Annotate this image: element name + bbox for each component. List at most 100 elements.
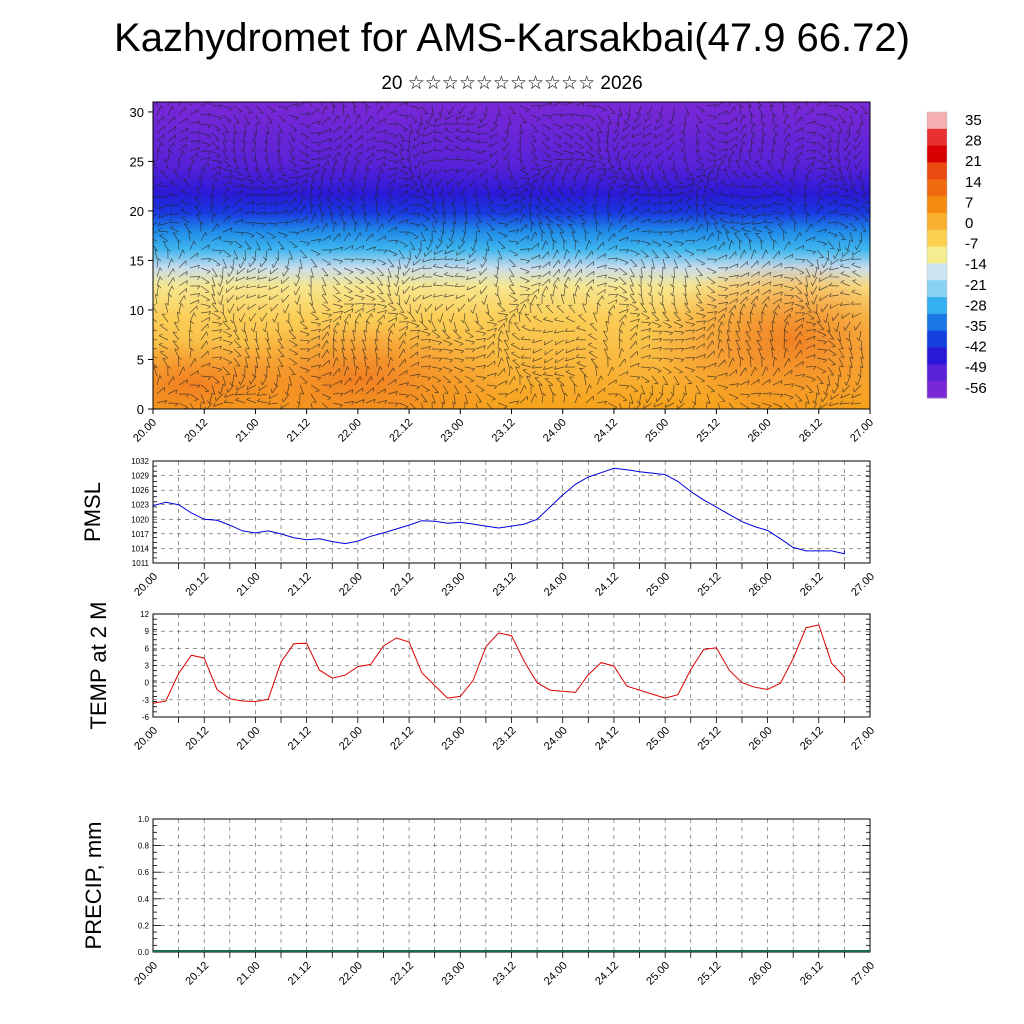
x-tick-label: 23.00 [439, 960, 467, 988]
y-tick-label: 5 [137, 352, 144, 367]
colorbar-label: 35 [965, 112, 982, 129]
x-tick-label: 25.00 [644, 571, 672, 599]
wind-barbs [153, 102, 870, 409]
y-tick-label: 12 [140, 610, 149, 619]
y-axis-title: TEMP at 2 M [86, 602, 111, 730]
colorbar-swatch [927, 313, 947, 332]
x-tick-label: 26.00 [747, 571, 775, 599]
y-tick-label: 1.0 [138, 815, 150, 824]
x-tick-label: 26.00 [747, 960, 775, 988]
x-tick-label: 21.12 [285, 417, 313, 445]
y-tick-label: 10 [130, 303, 144, 318]
y-tick-label: 1032 [131, 457, 149, 466]
colorbar-label: 14 [965, 174, 982, 191]
colorbar-swatch [927, 179, 947, 197]
y-tick-label: -6 [142, 713, 150, 722]
x-tick-label: 24.00 [542, 571, 570, 599]
page-title: Kazhydromet for AMS-Karsakbai(47.9 66.72… [114, 16, 910, 60]
x-tick-label: 25.12 [696, 960, 724, 988]
x-tick-label: 22.00 [337, 571, 365, 599]
x-tick-label: 21.00 [235, 960, 263, 988]
colorbar-label: -56 [965, 380, 987, 397]
x-tick-label: 24.12 [593, 571, 621, 599]
colorbar-swatch [927, 196, 947, 214]
x-tick-label: 20.12 [183, 571, 211, 599]
axis-ticks [153, 818, 870, 958]
y-tick-label: 1011 [132, 559, 150, 568]
colorbar: 35 28 21 14 7 0 -7 -14 -21 -28 -35 -42 -49 -56 [926, 111, 987, 399]
warm-anomaly [650, 260, 870, 409]
x-tick-label: 22.12 [387, 417, 415, 445]
x-tick-label: 21.00 [235, 571, 263, 599]
cross-section-panel: 0 5 10 15 20 25 30 20.00 20.12 21.00 21.12 22.00 22.… [130, 101, 876, 445]
x-tick-label: 26.12 [798, 725, 826, 753]
x-tick-label: 27.00 [849, 571, 877, 599]
x-tick-label: 25.12 [695, 417, 723, 445]
x-tick-label: 23.00 [438, 417, 466, 445]
colorbar-swatch [927, 381, 947, 399]
x-tick-label: 24.00 [542, 725, 570, 753]
series-line [152, 467, 845, 555]
x-tick-label: 20.00 [132, 571, 160, 599]
colorbar-label: 7 [965, 194, 973, 211]
x-tick-label: 23.00 [439, 571, 467, 599]
x-tick-label: 25.12 [696, 725, 724, 753]
colorbar-label: -28 [965, 297, 987, 314]
colorbar-swatch [927, 212, 947, 231]
grid-lines [153, 819, 870, 952]
x-tick-label: 21.12 [286, 571, 314, 599]
y-tick-label: 6 [145, 644, 150, 653]
colorbar-swatch [927, 145, 947, 163]
y-tick-label: 0.2 [138, 921, 150, 930]
series-line [152, 624, 845, 704]
y-tick-label: 15 [130, 253, 144, 268]
colorbar-label: -7 [965, 236, 978, 253]
precip-panel: 0.0 0.2 0.4 0.6 0.8 1.0 20.00 20.12 21.00 21.12 22… [81, 815, 877, 988]
x-tick-label: 23.12 [490, 417, 518, 445]
colorbar-swatch [927, 297, 947, 315]
x-tick-label: 20.12 [183, 725, 211, 753]
colorbar-swatch [927, 162, 947, 180]
page-subtitle: 20 ☆☆☆☆☆☆☆☆☆☆☆ 2026 [381, 73, 643, 94]
x-tick-label: 22.12 [388, 960, 416, 988]
x-tick-label: 23.12 [491, 725, 519, 753]
x-tick-label: 25.00 [644, 725, 672, 753]
x-tick-label: 22.00 [337, 960, 365, 988]
colorbar-swatch [927, 128, 947, 147]
x-tick-label: 27.00 [849, 960, 877, 988]
x-tick-label: 25.00 [644, 960, 672, 988]
colorbar-swatch [927, 112, 947, 130]
grid-lines [153, 461, 870, 563]
colorbar-label: -14 [965, 256, 987, 273]
x-tick-label: 22.00 [337, 725, 365, 753]
x-tick-label: 22.12 [388, 571, 416, 599]
pmsl-panel: 1011 1014 1017 1020 1023 1026 1029 1032 20.00 20.… [80, 457, 877, 599]
x-tick-label: 25.00 [643, 417, 671, 445]
axis-ticks [153, 460, 870, 569]
x-tick-label: 21.00 [235, 725, 263, 753]
x-tick-label: 23.00 [439, 725, 467, 753]
y-tick-label: 25 [130, 154, 144, 169]
y-tick-label: 1020 [131, 515, 149, 524]
y-tick-label: 1023 [131, 501, 149, 510]
y-tick-label: 3 [145, 662, 150, 671]
colorbar-swatch [927, 263, 947, 281]
colorbar-label: 21 [965, 153, 982, 170]
x-tick-label: 23.12 [491, 960, 519, 988]
x-tick-label: 23.12 [491, 571, 519, 599]
y-tick-label: 9 [145, 627, 150, 636]
colorbar-label: -42 [965, 339, 987, 356]
y-tick-label: 1014 [131, 544, 149, 553]
y-tick-label: -3 [142, 696, 150, 705]
colorbar-swatch [927, 280, 947, 298]
colorbar-label: 28 [965, 133, 982, 150]
x-tick-label: 20.00 [131, 417, 159, 445]
y-tick-label: 0.4 [138, 895, 150, 904]
x-tick-label: 26.12 [797, 417, 825, 445]
y-axis-title: PMSL [80, 482, 105, 542]
y-tick-label: 0.8 [138, 842, 150, 851]
x-tick-label: 27.00 [848, 417, 876, 445]
x-tick-label: 24.12 [593, 725, 621, 753]
x-tick-label: 20.12 [182, 417, 210, 445]
